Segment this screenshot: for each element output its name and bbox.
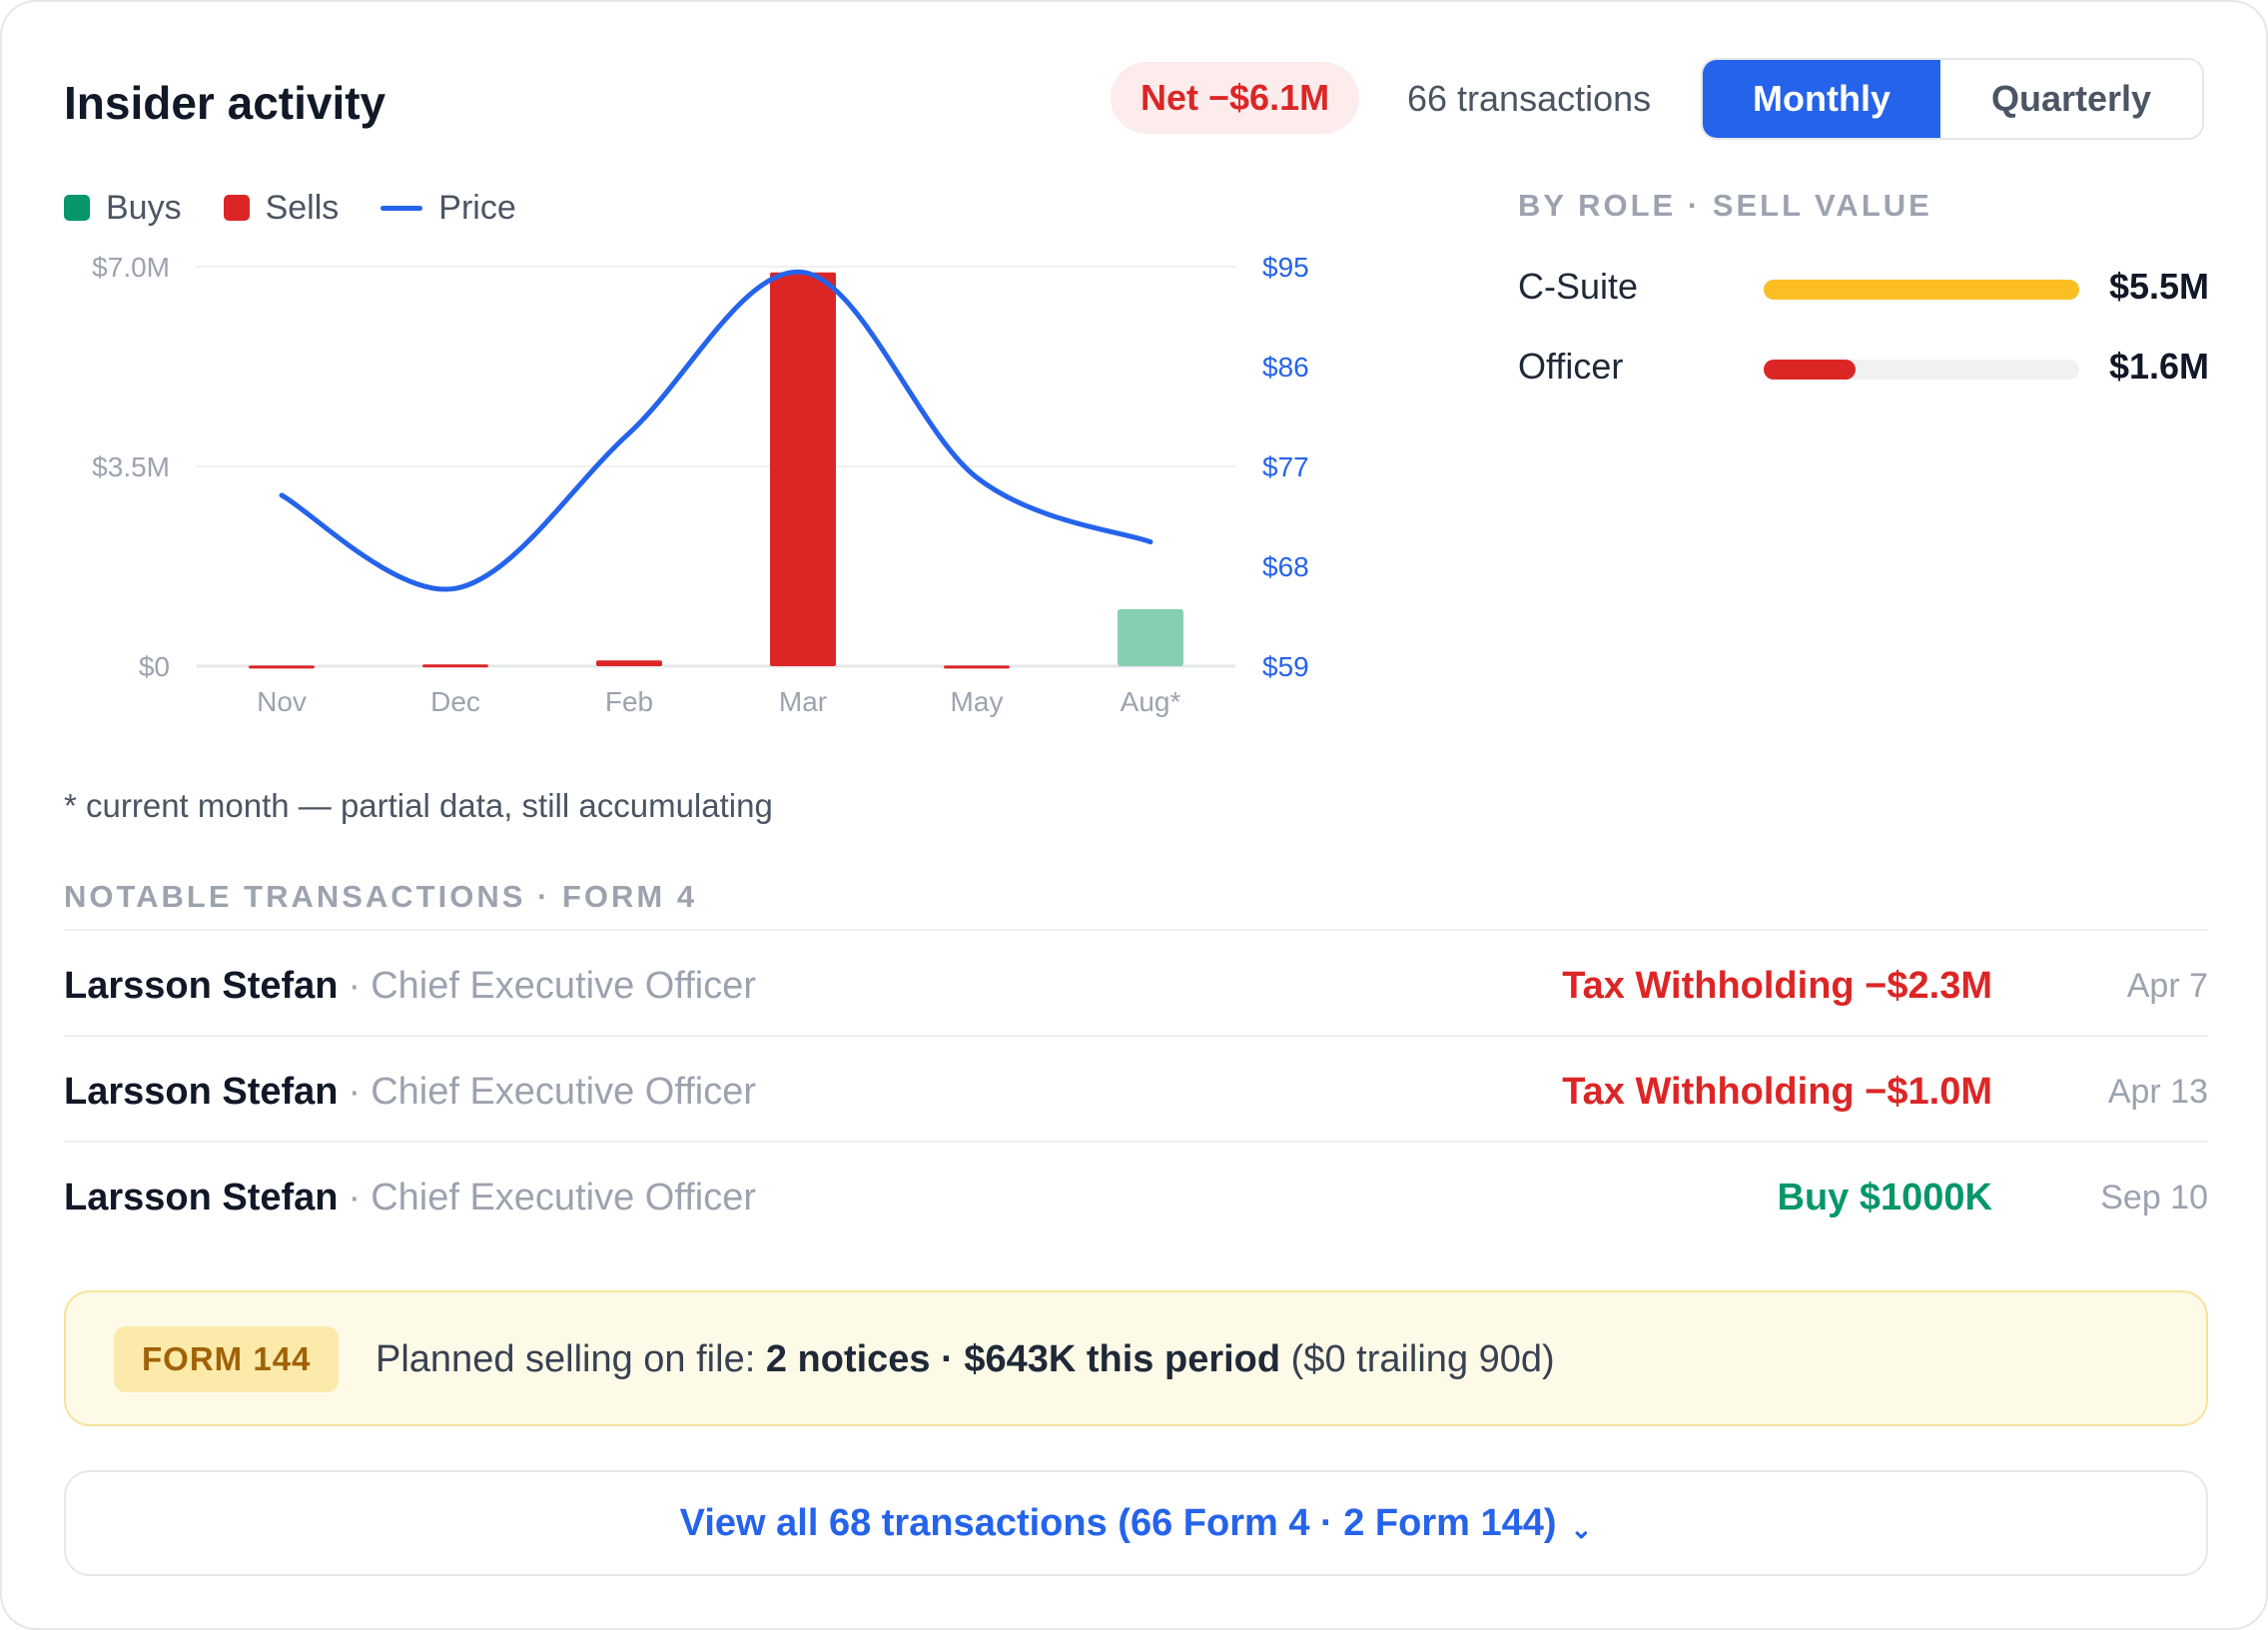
form144-badge: FORM 144 (114, 1326, 340, 1392)
transaction-row[interactable]: Larsson Stefan · Chief Executive Officer B… (64, 1141, 2208, 1246)
y-right-tick-label: $59 (1262, 651, 1309, 682)
transaction-person: Larsson Stefan · Chief Executive Officer (64, 965, 756, 1008)
role-value: $1.6M (2108, 346, 2209, 387)
y-right-tick-label: $95 (1262, 252, 1309, 283)
period-toggle: Monthly Quarterly (1701, 58, 2204, 140)
x-tick-label: Feb (605, 686, 653, 717)
separator: · (348, 1177, 362, 1219)
legend-buys: Buys (64, 189, 182, 228)
insider-role: Chief Executive Officer (371, 965, 756, 1007)
chart-footnote: * current month — partial data, still ac… (64, 787, 773, 824)
transaction-date: Sep 10 (2100, 1179, 2208, 1217)
chart-legend: Buys Sells Price (64, 188, 558, 228)
x-tick-label: Mar (779, 686, 827, 717)
form144-highlight: 2 notices · $643K this period (765, 1338, 1281, 1380)
sells-bar (596, 660, 662, 666)
x-tick-label: Dec (430, 686, 480, 717)
card-header: Insider activity Net −$6.1M 66 transacti… (64, 58, 2204, 142)
view-all-label: View all 68 transactions (66 Form 4 · 2 … (679, 1501, 1557, 1544)
buys-swatch (64, 195, 90, 221)
y-right-tick-label: $77 (1262, 451, 1309, 482)
role-bar-fill (1764, 360, 1856, 380)
legend-price: Price (380, 188, 516, 228)
sells-bar (770, 272, 836, 666)
form144-prefix: Planned selling on file: (376, 1338, 766, 1380)
role-row-c-suite: C-Suite $5.5M (1518, 260, 2209, 310)
transaction-person: Larsson Stefan · Chief Executive Officer (64, 1177, 756, 1220)
separator: · (348, 965, 362, 1007)
insider-name: Larsson Stefan (64, 1177, 339, 1219)
y-left-tick-label: $7.0M (92, 252, 170, 283)
legend-sells: Sells (223, 188, 340, 228)
card-title: Insider activity (64, 77, 386, 129)
y-left-tick-label: $3.5M (92, 451, 170, 482)
buys-bar (1118, 608, 1183, 666)
transaction-amount: Tax Withholding −$2.3M (1562, 965, 1992, 1007)
role-bar-track (1764, 280, 2079, 300)
x-tick-label: Nov (257, 686, 307, 717)
by-role-label: BY ROLE · SELL VALUE (1518, 188, 1932, 223)
role-bar-track (1764, 360, 2079, 380)
by-role-panel: BY ROLE · SELL VALUE C-Suite $5.5M Offic… (1518, 188, 2209, 387)
transaction-row[interactable]: Larsson Stefan · Chief Executive Officer T… (64, 929, 2208, 1035)
notable-transactions: NOTABLE TRANSACTIONS · FORM 4 Larsson St… (64, 879, 2208, 1219)
monthly-button[interactable]: Monthly (1703, 60, 1940, 138)
y-left-tick-label: $0 (139, 651, 170, 682)
insider-name: Larsson Stefan (64, 965, 339, 1007)
sells-swatch (223, 195, 250, 221)
role-name: C-Suite (1518, 266, 1639, 307)
notable-transactions-label: NOTABLE TRANSACTIONS · FORM 4 (64, 879, 698, 914)
form144-notice: FORM 144 Planned selling on file: 2 noti… (64, 1290, 2208, 1426)
y-right-tick-label: $68 (1262, 551, 1309, 582)
sells-bar (249, 665, 315, 669)
transaction-amount: Buy $1000K (1777, 1177, 1992, 1219)
transaction-amount: Tax Withholding −$1.0M (1562, 1071, 1992, 1113)
role-name: Officer (1518, 346, 1624, 387)
legend-sells-label: Sells (265, 188, 340, 227)
net-badge: Net −$6.1M (1111, 62, 1360, 134)
form144-suffix: ($0 trailing 90d) (1280, 1338, 1555, 1380)
transaction-date: Apr 7 (2126, 967, 2208, 1005)
role-value: $5.5M (2108, 266, 2209, 307)
transactions-count: 66 transactions (1407, 78, 1652, 119)
insider-chart: $7.0M $3.5M $0 $95 $86 $77 $68 $59 Nov Dec Feb Mar M… (92, 252, 1309, 717)
legend-price-label: Price (438, 188, 516, 227)
insider-role: Chief Executive Officer (371, 1177, 756, 1219)
legend-buys-label: Buys (106, 188, 182, 227)
role-bar-fill (1764, 280, 2079, 300)
x-tick-label: Aug* (1121, 686, 1181, 717)
insider-role: Chief Executive Officer (371, 1071, 756, 1113)
transactions-list: Larsson Stefan · Chief Executive Officer T… (64, 929, 2208, 1246)
role-row-officer: Officer $1.6M (1518, 340, 2209, 390)
insider-name: Larsson Stefan (64, 1071, 339, 1113)
y-right-tick-label: $86 (1262, 352, 1309, 383)
quarterly-button[interactable]: Quarterly (1940, 60, 2202, 138)
form144-text: Planned selling on file: 2 notices · $64… (376, 1338, 1555, 1381)
separator: · (348, 1071, 362, 1113)
transaction-row[interactable]: Larsson Stefan · Chief Executive Officer T… (64, 1035, 2208, 1141)
price-line (279, 269, 1153, 592)
view-all-transactions-button[interactable]: View all 68 transactions (66 Form 4 · 2 … (64, 1470, 2208, 1576)
price-swatch (380, 205, 423, 211)
transaction-person: Larsson Stefan · Chief Executive Officer (64, 1071, 756, 1114)
sells-bar (422, 664, 488, 668)
sells-bar (944, 665, 1010, 669)
chevron-down-icon: ⌄ (1570, 1513, 1593, 1544)
transaction-date: Apr 13 (2107, 1073, 2208, 1111)
x-tick-label: May (951, 686, 1004, 717)
